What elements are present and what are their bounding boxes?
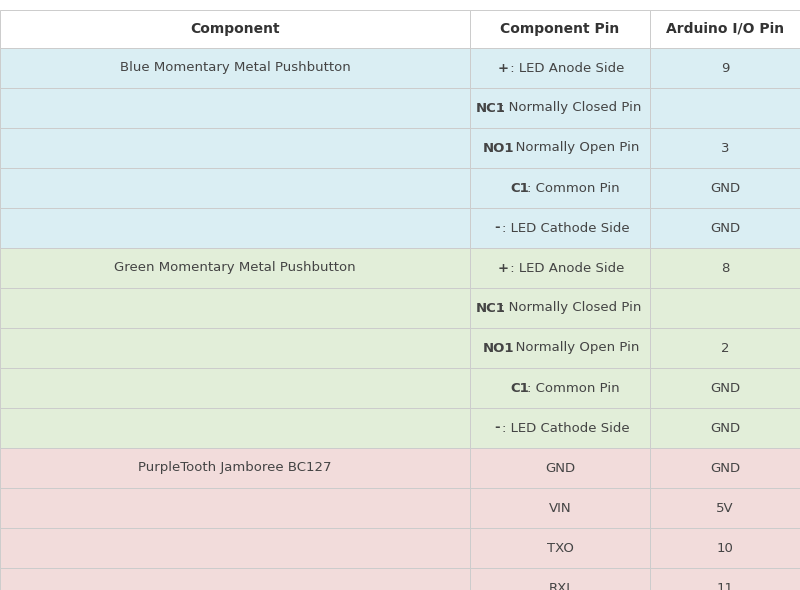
Text: Arduino I/O Pin: Arduino I/O Pin	[666, 22, 784, 36]
Text: : Normally Closed Pin: : Normally Closed Pin	[500, 101, 642, 114]
Bar	[470, 208, 650, 248]
Text: : Normally Closed Pin: : Normally Closed Pin	[500, 301, 642, 314]
Bar	[470, 88, 650, 128]
Text: GND: GND	[710, 221, 740, 234]
Bar	[650, 488, 800, 528]
Text: NC1: NC1	[476, 101, 506, 114]
Text: : Normally Open Pin: : Normally Open Pin	[507, 342, 639, 355]
Bar	[0, 368, 470, 408]
Text: TXO: TXO	[546, 542, 574, 555]
Text: GND: GND	[710, 421, 740, 434]
Bar	[470, 48, 650, 88]
Bar	[650, 288, 800, 328]
Bar	[470, 368, 650, 408]
Text: PurpleTooth Jamboree BC127: PurpleTooth Jamboree BC127	[138, 461, 332, 474]
Bar	[650, 248, 800, 288]
Text: NC1: NC1	[476, 301, 506, 314]
Bar	[470, 328, 650, 368]
Bar	[650, 448, 800, 488]
Bar	[0, 208, 470, 248]
Bar	[650, 88, 800, 128]
Text: GND: GND	[710, 182, 740, 195]
Bar	[470, 408, 650, 448]
Bar	[650, 368, 800, 408]
Text: Green Momentary Metal Pushbutton: Green Momentary Metal Pushbutton	[114, 261, 356, 274]
Bar	[470, 248, 650, 288]
Bar	[0, 568, 470, 590]
Text: Component: Component	[190, 22, 280, 36]
Bar	[650, 48, 800, 88]
Text: 10: 10	[717, 542, 734, 555]
Bar	[650, 128, 800, 168]
Text: : LED Anode Side: : LED Anode Side	[506, 61, 624, 74]
Text: : Common Pin: : Common Pin	[527, 182, 620, 195]
Text: : LED Anode Side: : LED Anode Side	[506, 261, 624, 274]
Bar	[0, 48, 470, 88]
Text: 3: 3	[721, 142, 730, 155]
Text: 9: 9	[721, 61, 729, 74]
Text: C1: C1	[510, 382, 530, 395]
Text: : LED Cathode Side: : LED Cathode Side	[502, 221, 630, 234]
Text: NO1: NO1	[482, 342, 514, 355]
Text: GND: GND	[710, 461, 740, 474]
Bar	[470, 568, 650, 590]
Bar	[650, 408, 800, 448]
Bar	[0, 448, 470, 488]
Bar	[470, 168, 650, 208]
Bar	[650, 168, 800, 208]
Text: +: +	[498, 261, 509, 274]
Text: 11: 11	[717, 582, 734, 590]
Bar	[470, 128, 650, 168]
Bar	[0, 288, 470, 328]
Bar	[0, 528, 470, 568]
Bar	[0, 248, 470, 288]
Text: : Common Pin: : Common Pin	[527, 382, 620, 395]
Bar	[0, 88, 470, 128]
Text: GND: GND	[545, 461, 575, 474]
Text: VIN: VIN	[549, 502, 571, 514]
Bar	[0, 128, 470, 168]
Text: Component Pin: Component Pin	[500, 22, 620, 36]
Bar	[0, 10, 470, 48]
Text: 8: 8	[721, 261, 729, 274]
Text: +: +	[498, 61, 509, 74]
Bar	[650, 328, 800, 368]
Bar	[470, 488, 650, 528]
Bar	[470, 528, 650, 568]
Text: 5V: 5V	[716, 502, 734, 514]
Bar	[650, 208, 800, 248]
Text: Blue Momentary Metal Pushbutton: Blue Momentary Metal Pushbutton	[120, 61, 350, 74]
Bar	[650, 528, 800, 568]
Bar	[470, 10, 650, 48]
Text: C1: C1	[510, 182, 530, 195]
Bar	[650, 568, 800, 590]
Bar	[650, 10, 800, 48]
Text: 2: 2	[721, 342, 730, 355]
Text: NO1: NO1	[482, 142, 514, 155]
Text: GND: GND	[710, 382, 740, 395]
Text: : Normally Open Pin: : Normally Open Pin	[507, 142, 639, 155]
Text: : LED Cathode Side: : LED Cathode Side	[502, 421, 630, 434]
Bar	[470, 288, 650, 328]
Bar	[470, 448, 650, 488]
Bar	[0, 488, 470, 528]
Text: -: -	[494, 421, 500, 434]
Text: RXI: RXI	[549, 582, 571, 590]
Bar	[0, 328, 470, 368]
Bar	[0, 408, 470, 448]
Bar	[0, 168, 470, 208]
Text: -: -	[494, 221, 500, 234]
